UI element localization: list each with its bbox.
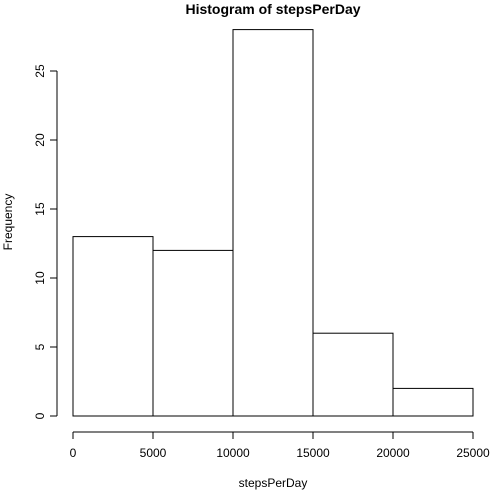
histogram-bar-4 [313,333,393,416]
histogram-bar-3 [233,30,313,416]
x-axis-title: stepsPerDay [239,476,308,490]
x-tick-label-5000: 5000 [140,446,167,460]
y-tick-label-20: 20 [33,133,47,147]
histogram-bar-2 [153,250,233,416]
x-tick-label-15000: 15000 [296,446,330,460]
x-tick-label-20000: 20000 [376,446,410,460]
x-tick-label-0: 0 [70,446,77,460]
histogram-bar-5 [393,388,473,416]
y-axis: 0 5 10 15 20 25 [33,64,57,419]
chart-title: Histogram of stepsPerDay [185,1,360,17]
x-tick-label-25000: 25000 [456,446,490,460]
bars-group [73,30,473,416]
y-tick-label-0: 0 [33,412,47,419]
y-tick-label-5: 5 [33,343,47,350]
y-axis-title: Frequency [1,194,15,251]
x-tick-label-10000: 10000 [216,446,250,460]
x-axis: 0 5000 10000 15000 20000 25000 [70,432,490,460]
histogram-bar-1 [73,237,153,416]
y-tick-label-15: 15 [33,202,47,216]
y-tick-label-10: 10 [33,271,47,285]
y-tick-label-25: 25 [33,64,47,78]
